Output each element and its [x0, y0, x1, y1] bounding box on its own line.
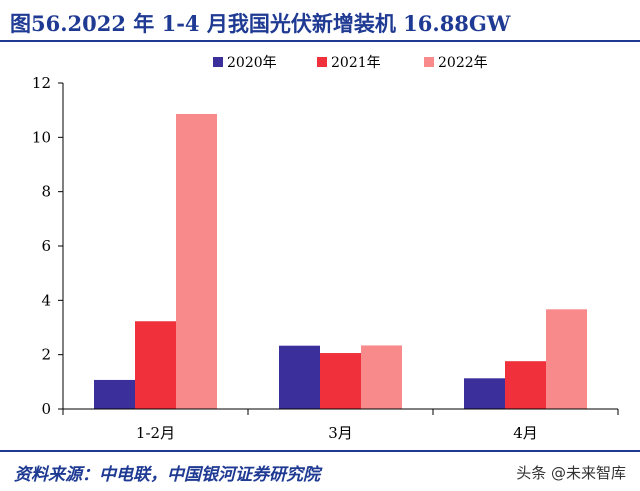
bar-2020年-4月	[464, 378, 505, 409]
legend-swatch	[317, 57, 327, 67]
legend-label: 2021年	[331, 55, 381, 71]
legend-swatch	[424, 57, 434, 67]
bar-2022年-1-2月	[176, 113, 217, 409]
legend-item: 2022年	[424, 55, 488, 71]
bar-chart: 2020年 2021年 2022年 0 2 4 6 8 10 12 1-2月 3月 4月	[32, 55, 619, 442]
legend-item: 2021年	[317, 55, 381, 71]
chart-title: 图56.2022 年 1-4 月我国光伏新增装机 16.88GW	[10, 11, 511, 36]
legend: 2020年 2021年 2022年	[213, 55, 488, 71]
watermark: 头条 @未来智库	[516, 464, 626, 482]
y-tick-label: 10	[32, 128, 51, 146]
axes-layer: 0 2 4 6 8 10 12 1-2月 3月 4月	[32, 74, 619, 442]
bar-2022年-3月	[361, 345, 402, 409]
x-tick-label: 4月	[513, 424, 538, 442]
title-bar: 图56.2022 年 1-4 月我国光伏新增装机 16.88GW	[0, 0, 640, 42]
x-tick-label: 1-2月	[136, 424, 175, 442]
legend-swatch	[213, 57, 223, 67]
legend-item: 2020年	[213, 55, 277, 71]
bar-2021年-3月	[320, 353, 361, 409]
bar-2021年-1-2月	[135, 321, 176, 409]
source-note: 资料来源：中电联，中国银河证券研究院	[14, 465, 320, 485]
y-tick-label: 4	[41, 291, 51, 309]
x-tick-label: 3月	[328, 424, 353, 442]
bars-layer	[94, 113, 587, 409]
y-tick-label: 12	[32, 74, 51, 92]
y-tick-label: 8	[41, 183, 51, 201]
y-tick-label: 6	[41, 237, 51, 255]
y-tick-label: 2	[41, 346, 51, 364]
bar-2021年-4月	[505, 361, 546, 409]
bar-2022年-4月	[546, 309, 587, 409]
footer: 资料来源：中电联，中国银河证券研究院 头条 @未来智库	[0, 450, 640, 491]
bar-2020年-3月	[279, 345, 320, 409]
legend-label: 2022年	[438, 55, 488, 71]
y-tick-label: 0	[41, 400, 51, 418]
legend-label: 2020年	[227, 55, 277, 71]
bar-2020年-1-2月	[94, 379, 135, 409]
